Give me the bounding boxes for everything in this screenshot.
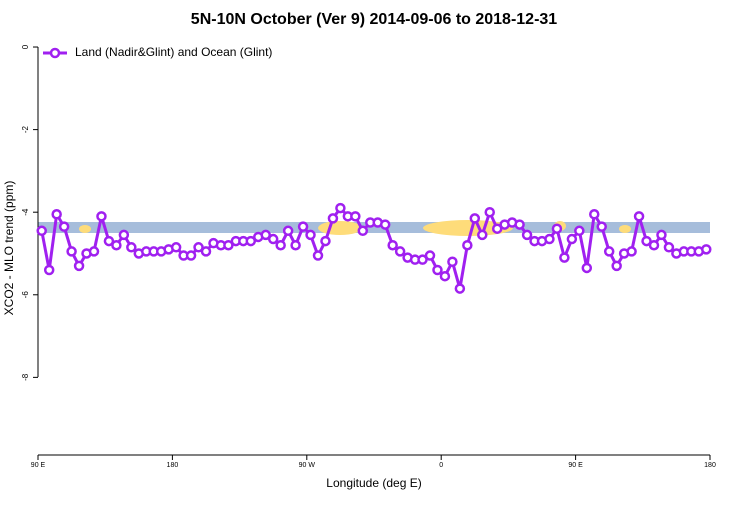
x-tick-label: 90 W	[299, 462, 316, 469]
point	[477, 229, 488, 241]
point	[574, 225, 585, 237]
point	[185, 250, 197, 261]
point	[111, 239, 122, 251]
point	[633, 211, 645, 222]
point	[521, 229, 533, 241]
point	[118, 229, 130, 241]
point	[126, 242, 137, 253]
point	[193, 242, 204, 253]
point	[275, 239, 286, 251]
point	[66, 246, 77, 257]
land	[318, 221, 362, 235]
x-tick-label: 90 E	[31, 462, 46, 469]
legend-label: Land (Nadir&Glint) and Ocean (Glint)	[75, 45, 272, 59]
y-tick-label: -4	[21, 208, 30, 216]
point	[312, 250, 324, 261]
point	[462, 239, 473, 251]
point	[432, 264, 443, 276]
point	[350, 211, 361, 222]
point	[439, 270, 451, 282]
point	[223, 239, 234, 251]
point	[58, 221, 70, 232]
y-axis-label: XCO2 - MLO trend (ppm)	[2, 181, 16, 316]
x-tick-label: 90 E	[568, 462, 583, 469]
point	[641, 235, 652, 247]
point	[290, 239, 301, 251]
point	[596, 221, 607, 232]
land	[79, 225, 91, 233]
point	[663, 242, 675, 253]
point	[394, 246, 406, 257]
point	[379, 219, 391, 230]
point	[320, 235, 331, 247]
x-tick-label: 180	[704, 462, 716, 469]
point	[305, 229, 316, 241]
point	[260, 229, 271, 241]
point	[103, 235, 115, 247]
point	[357, 225, 369, 237]
x-axis-label: Longitude (deg E)	[326, 476, 421, 490]
point	[656, 229, 667, 241]
point	[282, 225, 294, 237]
land	[423, 220, 513, 236]
point	[626, 246, 637, 257]
point	[96, 211, 107, 222]
point	[170, 242, 182, 253]
point	[514, 219, 525, 230]
point	[469, 213, 481, 224]
point	[335, 202, 346, 214]
legend-marker	[49, 47, 61, 59]
point	[611, 260, 622, 272]
y-tick-label: -2	[21, 126, 30, 134]
y-tick-label: 0	[21, 44, 30, 49]
point	[36, 225, 47, 237]
point	[245, 235, 257, 247]
point	[544, 233, 555, 245]
point	[267, 233, 279, 245]
point	[589, 209, 600, 220]
point	[387, 239, 398, 251]
point	[424, 250, 436, 261]
point	[73, 260, 85, 272]
point	[454, 283, 466, 294]
point	[581, 262, 593, 274]
background-map	[38, 220, 710, 236]
point	[701, 244, 712, 255]
point	[566, 233, 578, 245]
chart-title: 5N-10N October (Ver 9) 2014-09-06 to 201…	[191, 11, 558, 28]
point	[43, 264, 55, 276]
point	[603, 246, 615, 257]
point	[491, 223, 503, 234]
point	[447, 256, 458, 267]
point	[417, 254, 428, 265]
point	[551, 223, 563, 234]
y-tick-label: -6	[21, 291, 30, 299]
point	[88, 246, 100, 257]
ocean-band	[38, 222, 710, 233]
point	[559, 252, 570, 263]
point	[297, 221, 309, 232]
point	[200, 246, 212, 257]
x-tick-label: 0	[439, 462, 443, 469]
land	[619, 225, 631, 233]
point	[327, 213, 339, 224]
y-tick-label: -8	[21, 373, 30, 381]
x-tick-label: 180	[167, 462, 179, 469]
point	[51, 209, 62, 220]
point	[484, 206, 495, 218]
point	[648, 239, 660, 251]
